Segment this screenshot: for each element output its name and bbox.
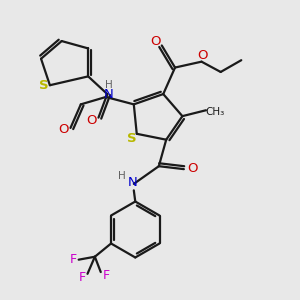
Text: O: O xyxy=(58,123,68,136)
Text: N: N xyxy=(128,176,137,189)
Text: O: O xyxy=(198,49,208,62)
Text: S: S xyxy=(127,132,136,145)
Text: O: O xyxy=(187,162,197,175)
Text: S: S xyxy=(39,79,49,92)
Text: H: H xyxy=(118,171,126,181)
Text: CH₃: CH₃ xyxy=(205,107,224,117)
Text: N: N xyxy=(104,88,114,101)
Text: F: F xyxy=(79,271,86,284)
Text: F: F xyxy=(103,269,110,282)
Text: O: O xyxy=(150,35,160,48)
Text: O: O xyxy=(86,114,96,127)
Text: F: F xyxy=(70,253,77,266)
Text: H: H xyxy=(105,80,113,90)
